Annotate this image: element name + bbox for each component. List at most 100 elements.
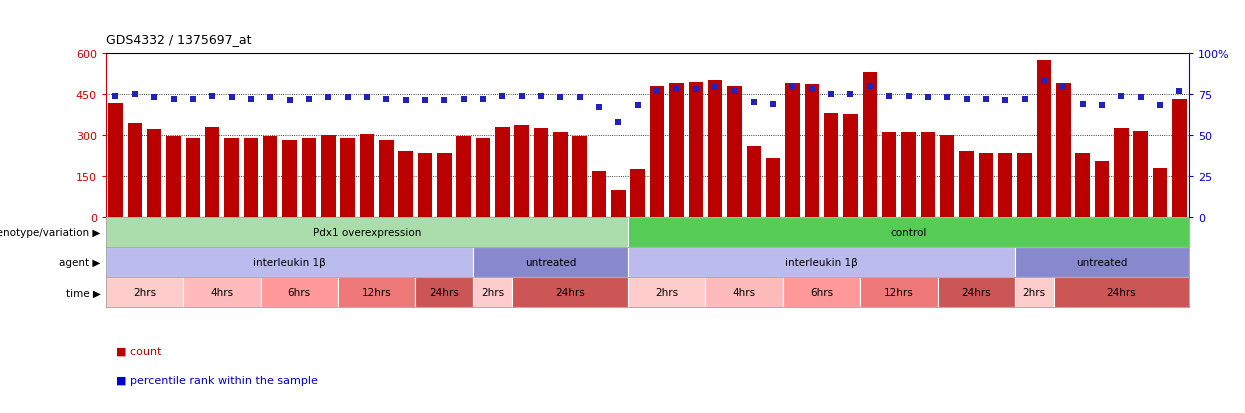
Bar [205,128,219,218]
Bar [1053,278,1189,308]
Bar [573,137,586,218]
Bar [186,138,200,218]
Bar [706,278,783,308]
Bar [1056,84,1071,218]
Bar [1172,100,1186,218]
Bar [553,133,568,218]
Bar [998,153,1012,218]
Bar [688,82,703,218]
Bar [106,248,473,278]
Text: Pdx1 overexpression: Pdx1 overexpression [312,228,421,237]
Text: ■ count: ■ count [116,346,162,356]
Bar [106,278,183,308]
Bar [591,171,606,218]
Text: 2hrs: 2hrs [1022,288,1046,298]
Text: time ▶: time ▶ [66,288,101,298]
Bar [321,135,335,218]
Bar [512,278,627,308]
Text: 24hrs: 24hrs [1107,288,1137,298]
Text: genotype/variation ▶: genotype/variation ▶ [0,228,101,237]
Bar [1153,169,1168,218]
Text: 12hrs: 12hrs [884,288,914,298]
Bar [473,248,627,278]
Bar [167,137,181,218]
Text: 24hrs: 24hrs [961,288,991,298]
Bar [627,248,1015,278]
Bar [804,85,819,218]
Bar [747,147,761,218]
Bar [1094,161,1109,218]
Text: 2hrs: 2hrs [481,288,504,298]
Bar [1037,61,1051,218]
Bar [263,137,278,218]
Bar [940,135,955,218]
Bar [708,81,722,218]
Bar [611,190,626,218]
Bar [860,278,937,308]
Bar [301,138,316,218]
Text: GDS4332 / 1375697_at: GDS4332 / 1375697_at [106,33,251,45]
Bar [260,278,337,308]
Bar [224,138,239,218]
Bar [1076,153,1089,218]
Bar [106,218,627,248]
Text: 24hrs: 24hrs [430,288,459,298]
Bar [920,133,935,218]
Bar [630,170,645,218]
Bar [147,130,162,218]
Bar [1017,153,1032,218]
Bar [418,153,432,218]
Bar [937,278,1015,308]
Bar [669,84,684,218]
Bar [901,133,916,218]
Bar [627,218,1189,248]
Bar [473,278,512,308]
Bar [416,278,473,308]
Bar [360,134,375,218]
Bar [824,114,838,218]
Bar [437,153,452,218]
Text: agent ▶: agent ▶ [59,258,101,268]
Bar [1015,248,1189,278]
Bar [979,153,994,218]
Bar [378,141,393,218]
Text: 12hrs: 12hrs [362,288,391,298]
Bar [727,86,742,218]
Bar [783,278,860,308]
Bar [514,126,529,218]
Bar [960,152,974,218]
Bar [1114,129,1128,218]
Bar [340,138,355,218]
Text: 6hrs: 6hrs [810,288,833,298]
Bar [881,133,896,218]
Bar [766,159,781,218]
Text: interleukin 1β: interleukin 1β [786,258,858,268]
Bar [283,141,296,218]
Bar [244,138,258,218]
Bar [476,138,491,218]
Bar [863,73,876,218]
Bar [1015,278,1053,308]
Bar [183,278,260,308]
Bar [127,123,142,218]
Text: 24hrs: 24hrs [555,288,585,298]
Text: control: control [890,228,926,237]
Text: 2hrs: 2hrs [655,288,679,298]
Bar [457,137,471,218]
Text: 6hrs: 6hrs [288,288,311,298]
Bar [398,152,413,218]
Bar [1133,131,1148,218]
Bar [650,86,665,218]
Text: interleukin 1β: interleukin 1β [253,258,326,268]
Bar [627,278,706,308]
Text: ■ percentile rank within the sample: ■ percentile rank within the sample [116,375,317,385]
Bar [786,84,799,218]
Text: 2hrs: 2hrs [133,288,156,298]
Text: 4hrs: 4hrs [732,288,756,298]
Text: 4hrs: 4hrs [210,288,234,298]
Bar [337,278,416,308]
Bar [108,104,123,218]
Bar [534,129,548,218]
Bar [496,128,509,218]
Text: untreated: untreated [1076,258,1128,268]
